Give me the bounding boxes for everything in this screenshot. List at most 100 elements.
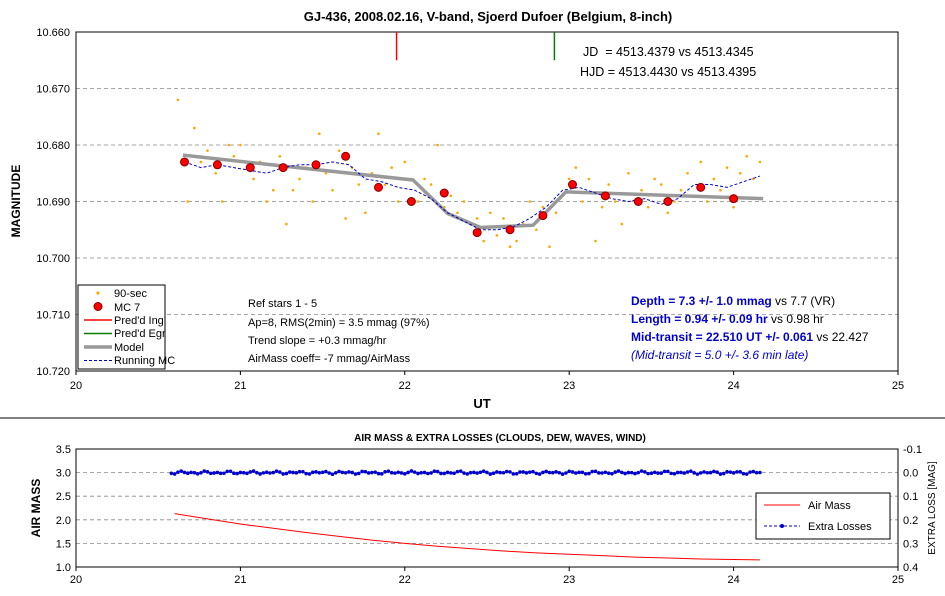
result-mid-transit-compare: vs 22.427 xyxy=(813,330,869,344)
extra-losses-point xyxy=(274,469,279,473)
point-90sec xyxy=(357,183,361,186)
extra-losses-point xyxy=(652,470,657,475)
airmass-x-tick-label: 24 xyxy=(727,574,739,586)
result-length-value: Length = 0.94 +/- 0.09 hr xyxy=(631,312,768,326)
extra-losses-point xyxy=(468,470,473,475)
point-90sec xyxy=(719,188,722,192)
extra-losses-point xyxy=(511,472,516,476)
point-90sec xyxy=(199,160,203,164)
point-90sec xyxy=(528,200,532,203)
point-90sec xyxy=(331,188,334,192)
legend-label-mc7: MC 7 xyxy=(114,302,140,314)
extra-losses-point xyxy=(633,471,637,476)
point-90sec xyxy=(758,160,762,164)
extra-losses-point xyxy=(403,472,407,476)
extra-losses-point xyxy=(531,469,535,474)
extra-losses-point xyxy=(626,470,631,475)
extra-losses-point xyxy=(264,470,269,475)
extra-losses-point xyxy=(662,469,667,474)
note-trend-slope: Trend slope = +0.3 mmag/hr xyxy=(248,335,387,347)
extra-losses-point xyxy=(287,470,292,474)
magnitude-y-tick-label: 10.660 xyxy=(36,27,70,39)
extra-losses-point xyxy=(504,469,509,474)
point-90sec xyxy=(239,143,242,147)
extra-losses-point xyxy=(462,471,466,475)
extra-losses-point xyxy=(182,470,187,475)
point-90sec xyxy=(227,143,231,147)
extra-losses-point xyxy=(396,470,401,475)
extra-losses-point xyxy=(550,470,555,475)
airmass-y-tick-label: 3.5 xyxy=(56,444,71,456)
airmass-x-tick-label: 21 xyxy=(234,574,246,586)
extra-losses-point xyxy=(370,470,374,475)
extra-losses-point xyxy=(442,471,447,476)
extra-losses-point xyxy=(225,469,230,474)
point-90sec xyxy=(686,171,689,175)
result-mid-transit: Mid-transit = 22.510 UT +/- 0.061 vs 22.… xyxy=(631,330,869,344)
extra-losses-point xyxy=(616,469,621,473)
extra-losses-point xyxy=(577,470,581,475)
ut-x-axis-label: UT xyxy=(473,396,490,411)
point-90sec xyxy=(456,211,459,215)
point-90sec xyxy=(449,194,453,198)
magnitude-legend: 90-sec MC 7 Pred'd Ing Pred'd Egr Model … xyxy=(77,284,175,370)
extra-loss-y-tick-label: 0.4 xyxy=(903,562,918,574)
extra-losses-point xyxy=(301,469,305,474)
extra-losses-point xyxy=(580,470,585,475)
extra-losses-point xyxy=(560,472,565,476)
extra-losses-point xyxy=(379,472,384,476)
extra-losses-point xyxy=(278,470,282,474)
point-90sec xyxy=(659,183,663,186)
extra-losses-point xyxy=(248,470,253,474)
point-mc7 xyxy=(311,160,321,170)
magnitude-y-tick-label: 10.710 xyxy=(36,310,70,322)
airmass-y-tick-label: 1.0 xyxy=(56,562,71,574)
point-90sec xyxy=(396,200,400,203)
magnitude-x-tick-labels: 20 21 22 23 24 25 xyxy=(70,380,904,392)
legend-label-ingress: Pred'd Ing xyxy=(114,315,164,327)
extra-losses-point xyxy=(238,470,243,475)
extra-losses-point xyxy=(751,469,756,474)
extra-losses-point xyxy=(284,471,289,476)
extra-losses-point xyxy=(643,470,647,474)
legend-label-90sec: 90-sec xyxy=(114,288,148,300)
point-90sec xyxy=(278,155,282,158)
point-90sec xyxy=(318,132,321,135)
extra-losses-point xyxy=(195,472,200,476)
extra-loss-y-tick-labels: 0.4 0.3 0.2 0.1 0.0 -0.1 xyxy=(903,444,922,574)
extra-losses-point xyxy=(544,469,548,474)
result-depth-compare: vs 7.7 (VR) xyxy=(772,294,835,308)
point-90sec xyxy=(364,211,367,215)
extra-losses-point xyxy=(731,471,736,475)
point-90sec xyxy=(679,188,683,192)
airmass-x-tick-labels: 20 21 22 23 24 25 xyxy=(70,574,904,586)
airmass-legend-box xyxy=(755,492,891,540)
magnitude-y-tick-label: 10.720 xyxy=(36,366,70,378)
magnitude-x-tick-label: 25 xyxy=(892,380,904,392)
point-mc7 xyxy=(212,160,222,170)
extra-losses-point xyxy=(705,470,710,475)
extra-losses-point xyxy=(189,470,193,475)
point-90sec xyxy=(271,188,275,192)
extra-losses-point xyxy=(271,470,276,475)
point-90sec xyxy=(541,205,545,209)
point-90sec xyxy=(548,245,551,248)
airmass-marks xyxy=(169,469,762,561)
point-90sec xyxy=(482,239,486,243)
extra-losses-point xyxy=(432,469,437,473)
extra-losses-point xyxy=(685,470,690,474)
extra-losses-point xyxy=(689,469,693,473)
point-90sec xyxy=(495,234,499,237)
extra-losses-point xyxy=(376,471,381,476)
extra-losses-point xyxy=(419,470,424,475)
extra-losses-point xyxy=(718,472,723,476)
extra-losses-point xyxy=(347,470,351,474)
extra-losses-point xyxy=(721,471,726,476)
extra-losses-point xyxy=(307,472,312,476)
point-90sec xyxy=(620,222,624,226)
legend-label-running-mc: Running MC xyxy=(114,355,175,367)
extra-losses-point xyxy=(508,470,512,474)
extra-losses-point xyxy=(537,472,542,476)
extra-losses-point xyxy=(212,471,216,475)
